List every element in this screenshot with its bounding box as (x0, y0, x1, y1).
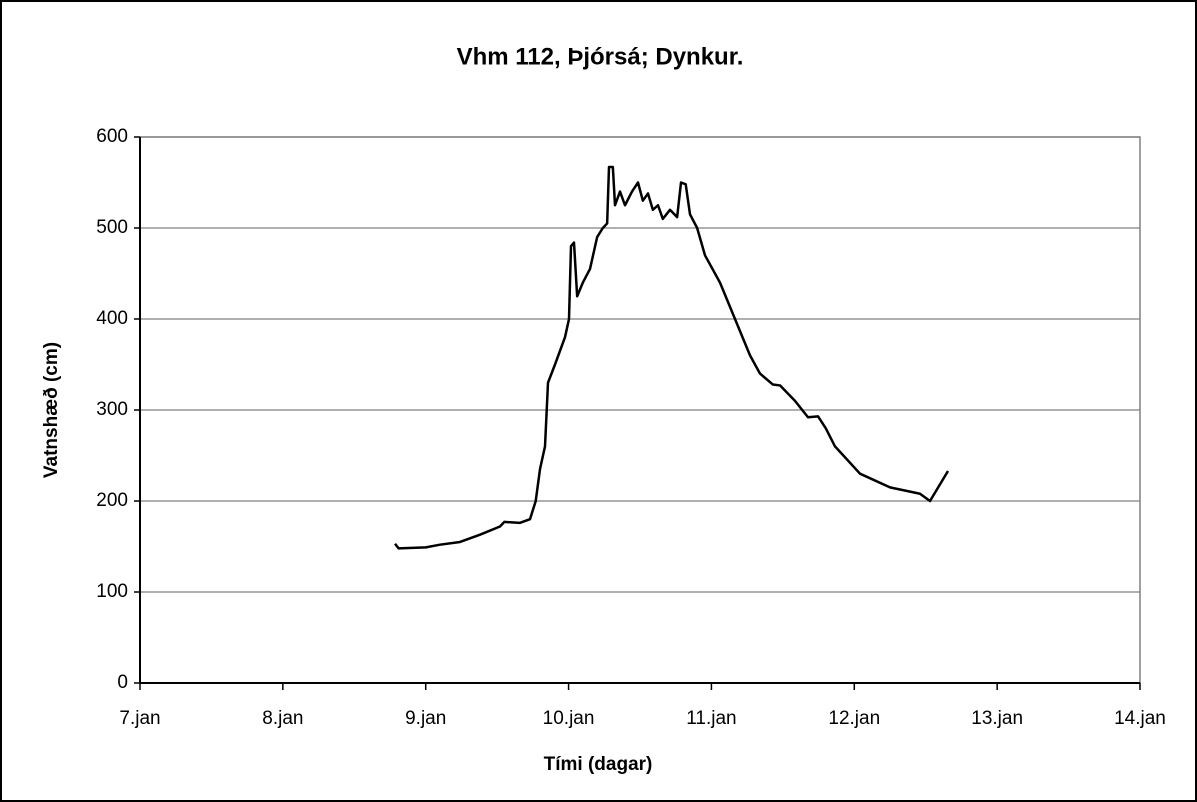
x-axis-label: Tími (dagar) (544, 754, 653, 775)
x-tick-label: 11.jan (686, 708, 736, 729)
y-tick-label: 500 (96, 217, 128, 238)
x-tick-label: 12.jan (828, 708, 880, 729)
x-tick-label: 14.jan (1114, 708, 1166, 729)
chart-title: Vhm 112, Þjórsá; Dynkur. (457, 43, 744, 70)
y-tick-label: 200 (96, 490, 128, 511)
y-tick-label: 400 (96, 308, 128, 329)
y-tick-label: 0 (117, 672, 128, 693)
x-tick-label: 8.jan (262, 708, 303, 729)
y-tick-label: 600 (96, 126, 128, 147)
x-tick-label: 9.jan (405, 708, 446, 729)
y-tick-label: 300 (96, 399, 128, 420)
data-line (394, 165, 950, 550)
x-tick-label: 7.jan (119, 708, 160, 729)
y-tick-label: 100 (96, 581, 128, 602)
y-axis-label: Vatnshæð (cm) (41, 342, 62, 478)
x-tick-label: 10.jan (543, 708, 595, 729)
x-tick-label: 13.jan (971, 708, 1023, 729)
